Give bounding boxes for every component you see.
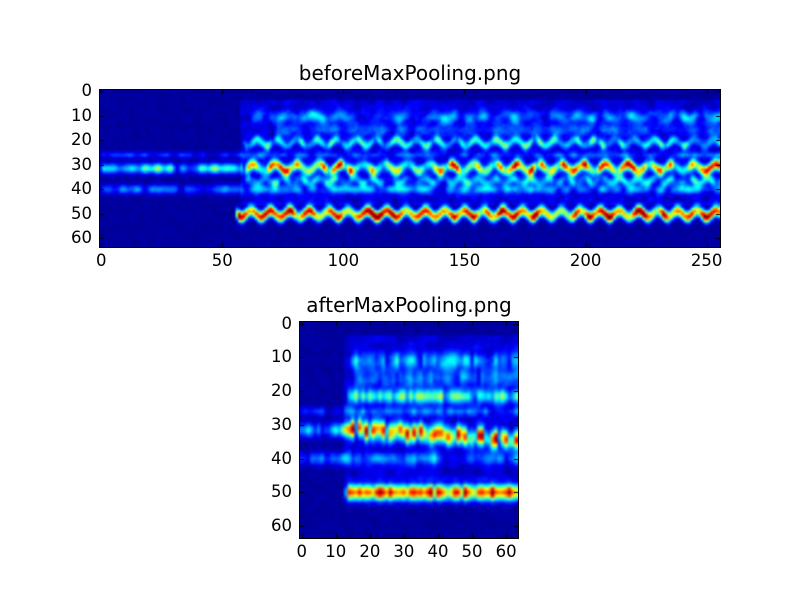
axes-before (99, 89, 721, 248)
x-tick-label: 10 (325, 542, 347, 561)
heatmap-image-before (100, 90, 720, 247)
x-tick-label: 100 (327, 251, 360, 270)
axes-after (299, 321, 519, 539)
x-tick-label: 50 (211, 251, 233, 270)
heatmap-image-after (300, 322, 518, 538)
plot-title-after: afterMaxPooling.png (306, 293, 512, 317)
y-tick-label: 60 (271, 516, 292, 536)
y-tick-label: 20 (271, 381, 292, 401)
x-tick-label: 150 (448, 251, 481, 270)
y-tick-label: 20 (71, 130, 92, 150)
y-tick-label: 40 (271, 448, 292, 468)
y-tick-label: 60 (71, 228, 92, 248)
x-tick-label: 40 (427, 542, 449, 561)
y-tick-label: 0 (81, 81, 93, 101)
x-tick-label: 60 (495, 542, 517, 561)
y-tick-label: 30 (71, 154, 92, 174)
y-tick-label: 0 (281, 313, 293, 333)
x-tick-label: 50 (461, 542, 483, 561)
x-tick-label: 200 (569, 251, 602, 270)
x-tick-label: 0 (95, 251, 107, 270)
y-tick-label: 10 (271, 347, 292, 367)
x-tick-label: 30 (393, 542, 415, 561)
x-tick-label: 0 (296, 542, 307, 561)
y-tick-label: 40 (71, 179, 92, 199)
x-tick-label: 20 (359, 542, 381, 561)
y-tick-label: 50 (271, 482, 292, 502)
x-tick-label: 250 (690, 251, 723, 270)
y-tick-label: 10 (71, 105, 92, 125)
plot-title-before: beforeMaxPooling.png (298, 61, 522, 85)
y-tick-label: 30 (271, 414, 292, 434)
y-tick-label: 50 (71, 203, 92, 223)
